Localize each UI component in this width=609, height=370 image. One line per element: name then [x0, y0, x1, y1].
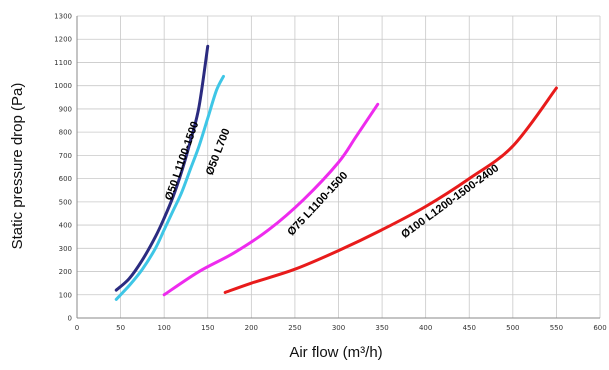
- x-axis-title: Air flow (m³/h): [289, 344, 382, 361]
- y-tick-label: 900: [59, 105, 72, 113]
- grid: [76, 15, 601, 319]
- x-tick-label: 550: [550, 324, 563, 332]
- y-tick-label: 1000: [54, 82, 72, 90]
- y-tick-label: 400: [59, 222, 72, 230]
- tick-labels: 0 50 100 150 200 250 300 350 400 450 500 550 600 0 100…: [54, 13, 607, 333]
- x-tick-label: 300: [332, 324, 345, 332]
- y-tick-label: 600: [59, 175, 72, 183]
- y-tick-label: 1300: [54, 13, 72, 21]
- y-tick-label: 200: [59, 268, 72, 276]
- x-tick-label: 200: [245, 324, 258, 332]
- x-tick-label: 500: [506, 324, 519, 332]
- y-tick-label: 1200: [54, 36, 72, 44]
- y-tick-label: 500: [59, 198, 72, 206]
- y-tick-label: 800: [59, 129, 72, 137]
- series-line-2: [114, 74, 225, 301]
- y-tick-label: 0: [68, 315, 72, 323]
- series-line-4: [223, 86, 558, 294]
- x-tick-label: 0: [75, 324, 79, 332]
- x-tick-label: 350: [375, 324, 388, 332]
- x-tick-label: 50: [116, 324, 125, 332]
- y-tick-label: 1100: [54, 59, 72, 67]
- y-tick-label: 700: [59, 152, 72, 160]
- x-tick-label: 250: [288, 324, 301, 332]
- y-tick-label: 100: [59, 291, 72, 299]
- y-tick-label: 300: [59, 245, 72, 253]
- series-line-1: [114, 44, 210, 292]
- series-group: [114, 44, 558, 301]
- x-tick-label: 450: [463, 324, 476, 332]
- series-line-3: [162, 102, 380, 297]
- y-axis-title: Static pressure drop (Pa): [9, 83, 26, 250]
- x-tick-label: 100: [157, 324, 170, 332]
- x-tick-label: 600: [593, 324, 606, 332]
- x-tick-label: 150: [201, 324, 214, 332]
- x-tick-label: 400: [419, 324, 432, 332]
